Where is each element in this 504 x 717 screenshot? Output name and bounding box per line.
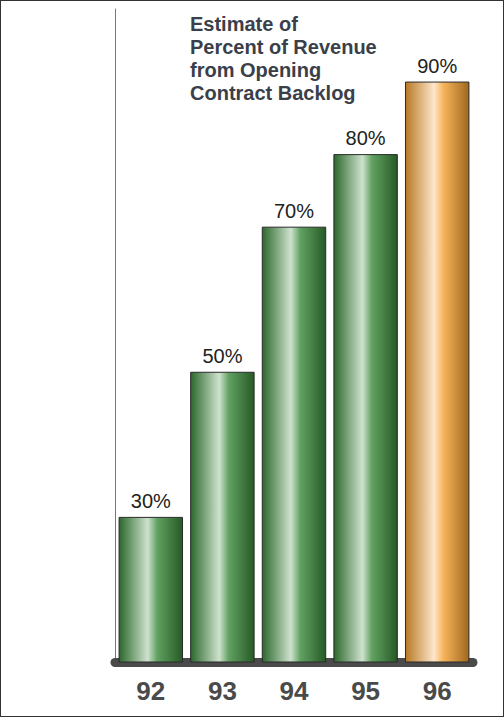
- svg-text:70%: 70%: [274, 200, 314, 222]
- svg-text:95: 95: [351, 676, 380, 706]
- svg-text:30%: 30%: [131, 490, 171, 512]
- svg-text:80%: 80%: [346, 127, 386, 149]
- svg-text:90%: 90%: [417, 55, 457, 77]
- svg-text:Estimate of: Estimate of: [190, 13, 298, 35]
- svg-text:96: 96: [423, 676, 452, 706]
- svg-text:93: 93: [208, 676, 237, 706]
- svg-text:Percent of Revenue: Percent of Revenue: [190, 36, 377, 58]
- svg-text:94: 94: [280, 676, 309, 706]
- svg-text:Contract Backlog: Contract Backlog: [190, 82, 356, 104]
- svg-text:from Opening: from Opening: [190, 59, 321, 81]
- svg-text:50%: 50%: [202, 345, 242, 367]
- svg-text:92: 92: [136, 676, 165, 706]
